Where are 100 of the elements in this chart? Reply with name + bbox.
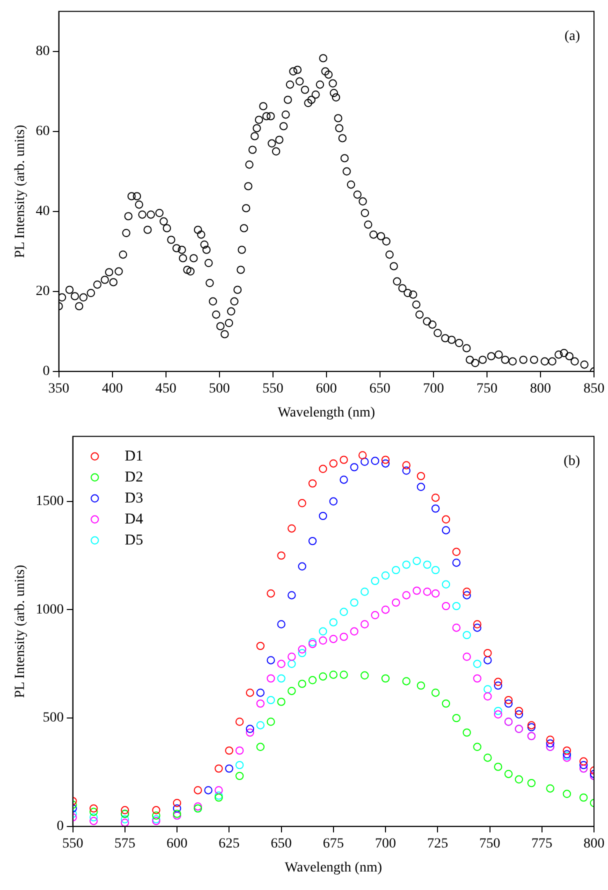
point (484, 754, 492, 762)
point (266, 656, 275, 664)
point (152, 806, 160, 814)
point (431, 494, 440, 502)
point (452, 624, 461, 632)
x-tick-label: 650 (270, 836, 292, 852)
point (194, 786, 202, 794)
y-tick-label: 40 (36, 204, 50, 220)
point (504, 696, 513, 704)
point (412, 556, 421, 566)
point (340, 670, 348, 679)
point (298, 648, 306, 658)
point (473, 674, 482, 683)
x-tick-label: 550 (262, 381, 284, 396)
point (431, 589, 440, 598)
point (370, 456, 380, 465)
point (462, 728, 471, 737)
point (350, 598, 358, 607)
point (266, 718, 275, 726)
point (360, 620, 369, 628)
x-tick-label: 675 (322, 836, 344, 852)
point (318, 636, 328, 645)
point (90, 808, 98, 816)
point (288, 524, 296, 533)
point (381, 606, 390, 614)
point (462, 652, 471, 661)
legend-label: D3 (124, 490, 144, 506)
point (360, 588, 369, 596)
x-tick-label: 625 (218, 836, 240, 852)
point (288, 660, 296, 668)
x-tick-label: 400 (102, 381, 123, 396)
point (494, 678, 502, 686)
point (423, 560, 432, 569)
annotation: (b) (564, 454, 580, 470)
point (402, 677, 410, 686)
x-tick-label: 725 (427, 836, 448, 852)
x-tick-label: 700 (422, 381, 444, 396)
point (452, 714, 461, 722)
x-axis-title: Wavelength (nm) (278, 405, 376, 420)
point (318, 672, 328, 681)
point (235, 760, 244, 770)
point (579, 793, 588, 802)
point (266, 589, 275, 598)
point (431, 566, 440, 574)
point (246, 728, 254, 737)
point (442, 515, 450, 524)
y-tick-label: 60 (36, 124, 50, 140)
point (120, 815, 130, 824)
point (246, 688, 254, 697)
point (562, 746, 571, 755)
point (484, 648, 492, 658)
point (527, 778, 536, 788)
legend-label: D1 (124, 448, 144, 464)
point (235, 746, 244, 755)
point (381, 459, 390, 468)
point (90, 813, 98, 822)
point (462, 591, 471, 600)
point (329, 618, 338, 626)
point (514, 710, 524, 718)
point (514, 706, 524, 716)
y-tick-label: 1500 (36, 494, 64, 510)
x-tick-label: 500 (208, 381, 230, 396)
x-tick-label: 600 (316, 381, 337, 396)
point (235, 718, 244, 726)
y-axis-title: PL Intensity (arb. units) (13, 564, 28, 698)
point (416, 681, 426, 690)
point (442, 602, 450, 610)
point (246, 724, 254, 733)
point (277, 674, 286, 683)
point (360, 458, 369, 466)
point (452, 602, 461, 610)
point (494, 710, 502, 718)
point (225, 746, 234, 755)
x-axis-title: Wavelength (nm) (284, 860, 382, 876)
point (473, 742, 482, 751)
point (494, 762, 502, 771)
point (381, 456, 390, 464)
point (235, 772, 244, 780)
point (381, 674, 390, 683)
point (504, 699, 513, 708)
point (90, 804, 98, 813)
point (340, 456, 348, 464)
point (402, 466, 410, 475)
point (579, 760, 588, 770)
point (266, 696, 275, 704)
point (266, 674, 275, 683)
point (298, 499, 306, 508)
x-tick-label: 650 (369, 381, 390, 396)
point (370, 576, 380, 586)
point (416, 472, 426, 480)
legend-label: D5 (124, 532, 144, 548)
x-tick-label: 800 (530, 381, 551, 396)
point (412, 586, 421, 595)
point (473, 620, 482, 628)
point (152, 811, 160, 820)
point (514, 775, 524, 784)
x-tick-label: 750 (476, 381, 498, 396)
point (360, 671, 369, 680)
x-tick-label: 350 (48, 381, 70, 396)
point (308, 676, 317, 684)
